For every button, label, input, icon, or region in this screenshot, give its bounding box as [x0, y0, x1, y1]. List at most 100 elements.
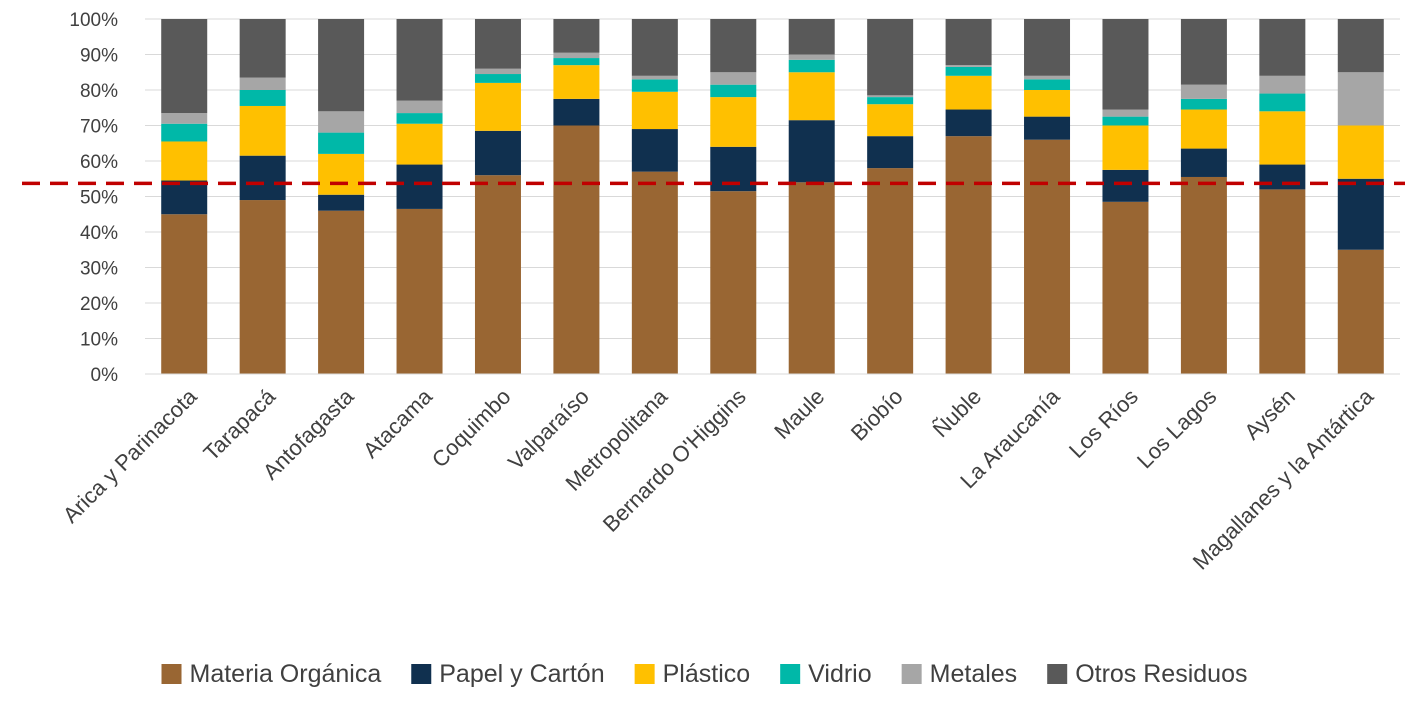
x-category-label: Atacama: [358, 383, 438, 463]
bar-segment: [788, 120, 835, 183]
legend-swatch: [780, 664, 801, 684]
bar-segment: [318, 194, 365, 211]
bar-segment: [788, 54, 835, 60]
bar-stack: [396, 19, 443, 374]
bar-segment: [396, 208, 443, 374]
legend-swatch: [634, 664, 655, 684]
y-tick-label: 20%: [80, 294, 118, 315]
y-tick-label: 80%: [80, 81, 118, 102]
bar-segment: [161, 141, 208, 181]
bar-stack: [161, 19, 208, 374]
bar-segment: [396, 164, 443, 209]
bar-segment: [1102, 109, 1149, 117]
bar-segment: [867, 95, 914, 98]
bar-segment: [1102, 169, 1149, 202]
bar-stack: [788, 19, 835, 374]
bar-segment: [1259, 189, 1306, 374]
bar-segment: [710, 72, 757, 85]
legend-item: Metales: [901, 660, 1018, 688]
legend-label: Papel y Cartón: [439, 660, 604, 688]
y-tick-label: 10%: [80, 330, 118, 351]
bar-segment: [631, 91, 678, 130]
bar-segment: [318, 19, 365, 112]
y-tick-label: 40%: [80, 223, 118, 244]
bar-segment: [161, 123, 208, 142]
bar-segment: [318, 132, 365, 154]
bar-segment: [788, 59, 835, 73]
bar-segment: [161, 113, 208, 124]
bar-segment: [1337, 72, 1384, 126]
bar-segment: [710, 19, 757, 73]
bar-segment: [867, 19, 914, 96]
bar-segment: [553, 125, 600, 374]
y-tick-label: 0%: [91, 365, 119, 386]
bar-segment: [1337, 125, 1384, 179]
bar-segment: [1180, 19, 1227, 85]
bar-segment: [867, 97, 914, 105]
bar-segment: [396, 123, 443, 165]
bar-segment: [1102, 116, 1149, 126]
bar-segment: [318, 153, 365, 195]
y-tick-label: 30%: [80, 259, 118, 280]
bar-segment: [1259, 111, 1306, 165]
legend: Materia Orgánica Papel y Cartón Plástico Vi…: [161, 660, 1247, 688]
legend-swatch: [1047, 664, 1068, 684]
legend-label: Materia Orgánica: [190, 660, 382, 688]
bar-stack: [474, 19, 521, 374]
bar-segment: [553, 19, 600, 53]
legend-item: Plástico: [634, 660, 750, 688]
bar-segment: [945, 75, 992, 110]
bar-stack: [945, 19, 992, 374]
legend-label: Otros Residuos: [1075, 660, 1247, 688]
bar-segment: [161, 214, 208, 374]
bar-segment: [1180, 148, 1227, 177]
legend-swatch: [901, 664, 922, 684]
bar-stack: [867, 19, 914, 374]
bar-segment: [945, 65, 992, 67]
bar-segment: [945, 66, 992, 76]
x-category-label: Tarapacá: [199, 383, 281, 465]
bar-segment: [239, 105, 286, 156]
bar-stack: [1024, 19, 1071, 374]
bar-segment: [1337, 178, 1384, 250]
bar-segment: [239, 155, 286, 201]
bar-stack: [553, 19, 600, 374]
x-category-label: Los Ríos: [1064, 384, 1143, 463]
legend-item: Materia Orgánica: [161, 660, 382, 688]
y-tick-label: 100%: [69, 10, 118, 31]
bar-segment: [318, 210, 365, 374]
bar-stack: [1259, 19, 1306, 374]
y-tick-label: 90%: [80, 46, 118, 67]
bar-segment: [318, 111, 365, 133]
x-category-label: Biobío: [846, 384, 908, 446]
bar-segment: [553, 58, 600, 66]
bar-segment: [1259, 93, 1306, 112]
y-tick-label: 60%: [80, 152, 118, 173]
bar-segment: [867, 104, 914, 137]
bar-segment: [1180, 176, 1227, 374]
bar-stack: [1337, 19, 1384, 374]
bar-segment: [631, 171, 678, 374]
bar-segment: [788, 72, 835, 121]
bar-segment: [1259, 75, 1306, 94]
legend-swatch: [411, 664, 432, 684]
legend-label: Metales: [930, 660, 1018, 688]
bar-segment: [945, 136, 992, 374]
bar-segment: [396, 19, 443, 101]
bar-segment: [1024, 75, 1071, 80]
x-category-label: Bernardo O'Higgins: [598, 384, 751, 537]
bar-segment: [553, 98, 600, 126]
bar-segment: [867, 136, 914, 169]
bar-segment: [553, 52, 600, 59]
bar-segment: [631, 75, 678, 80]
bar-segment: [631, 19, 678, 76]
legend-item: Otros Residuos: [1047, 660, 1247, 688]
bar-segment: [1180, 109, 1227, 149]
bar-segment: [1337, 249, 1384, 374]
x-category-label: Maule: [769, 384, 829, 444]
bar-segment: [867, 168, 914, 374]
x-category-label: Arica y Parinacota: [58, 383, 202, 527]
bar-segment: [474, 130, 521, 176]
bar-segment: [396, 113, 443, 124]
